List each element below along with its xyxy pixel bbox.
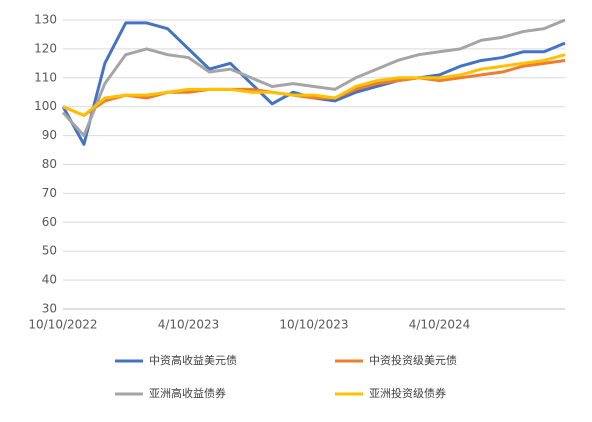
y-tick-label: 80	[42, 157, 57, 171]
series-line	[61, 21, 566, 146]
x-tick-label: 4/10/2023	[158, 318, 220, 332]
y-tick-label: 90	[42, 128, 57, 142]
y-tick-label: 110	[34, 70, 57, 84]
series-line	[61, 18, 566, 138]
y-tick-label: 40	[42, 273, 57, 287]
y-tick-label: 30	[42, 302, 57, 316]
y-tick-label: 120	[34, 41, 57, 55]
x-tick-label: 10/10/2023	[279, 318, 348, 332]
y-tick-label: 130	[34, 13, 57, 27]
x-tick-label: 10/10/2022	[28, 318, 97, 332]
y-tick-label: 60	[42, 215, 57, 229]
series-line	[62, 53, 566, 117]
legend-label: 亚洲高收益债券	[149, 386, 226, 400]
y-tick-label: 50	[42, 244, 57, 258]
y-tick-label: 100	[34, 99, 57, 113]
x-tick-label: 4/10/2024	[409, 318, 471, 332]
legend-label: 亚洲投资级债券	[369, 386, 446, 400]
legend-label: 中资高收益美元债	[149, 353, 237, 367]
series-line	[62, 58, 566, 117]
y-tick-label: 70	[42, 186, 57, 200]
legend-label: 中资投资级美元债	[369, 353, 457, 367]
